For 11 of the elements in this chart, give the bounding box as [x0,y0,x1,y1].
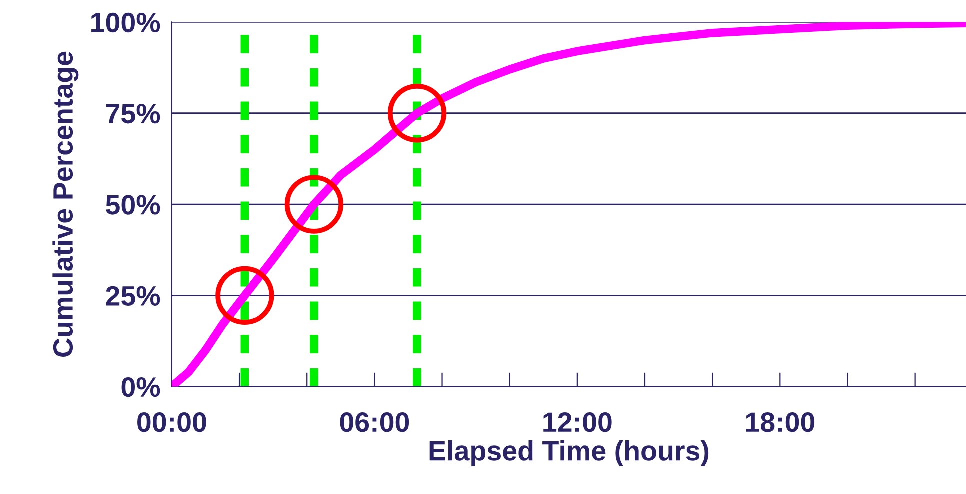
y-tick-label: 25% [106,286,160,306]
y-tick-label: 50% [106,195,160,215]
y-tick-label: 100% [92,12,160,33]
y-tick-label: 75% [106,104,160,124]
x-axis-title: Elapsed Time (hours) [430,440,709,466]
y-tick-label: 0% [122,377,160,398]
x-tick-label: 12:00 [544,412,612,432]
x-tick-label: 06:00 [340,412,410,432]
x-tick-label: 00:00 [138,412,206,432]
x-tick-label: 18:00 [746,412,815,432]
y-axis-title: Cumulative Percentage [52,52,79,357]
